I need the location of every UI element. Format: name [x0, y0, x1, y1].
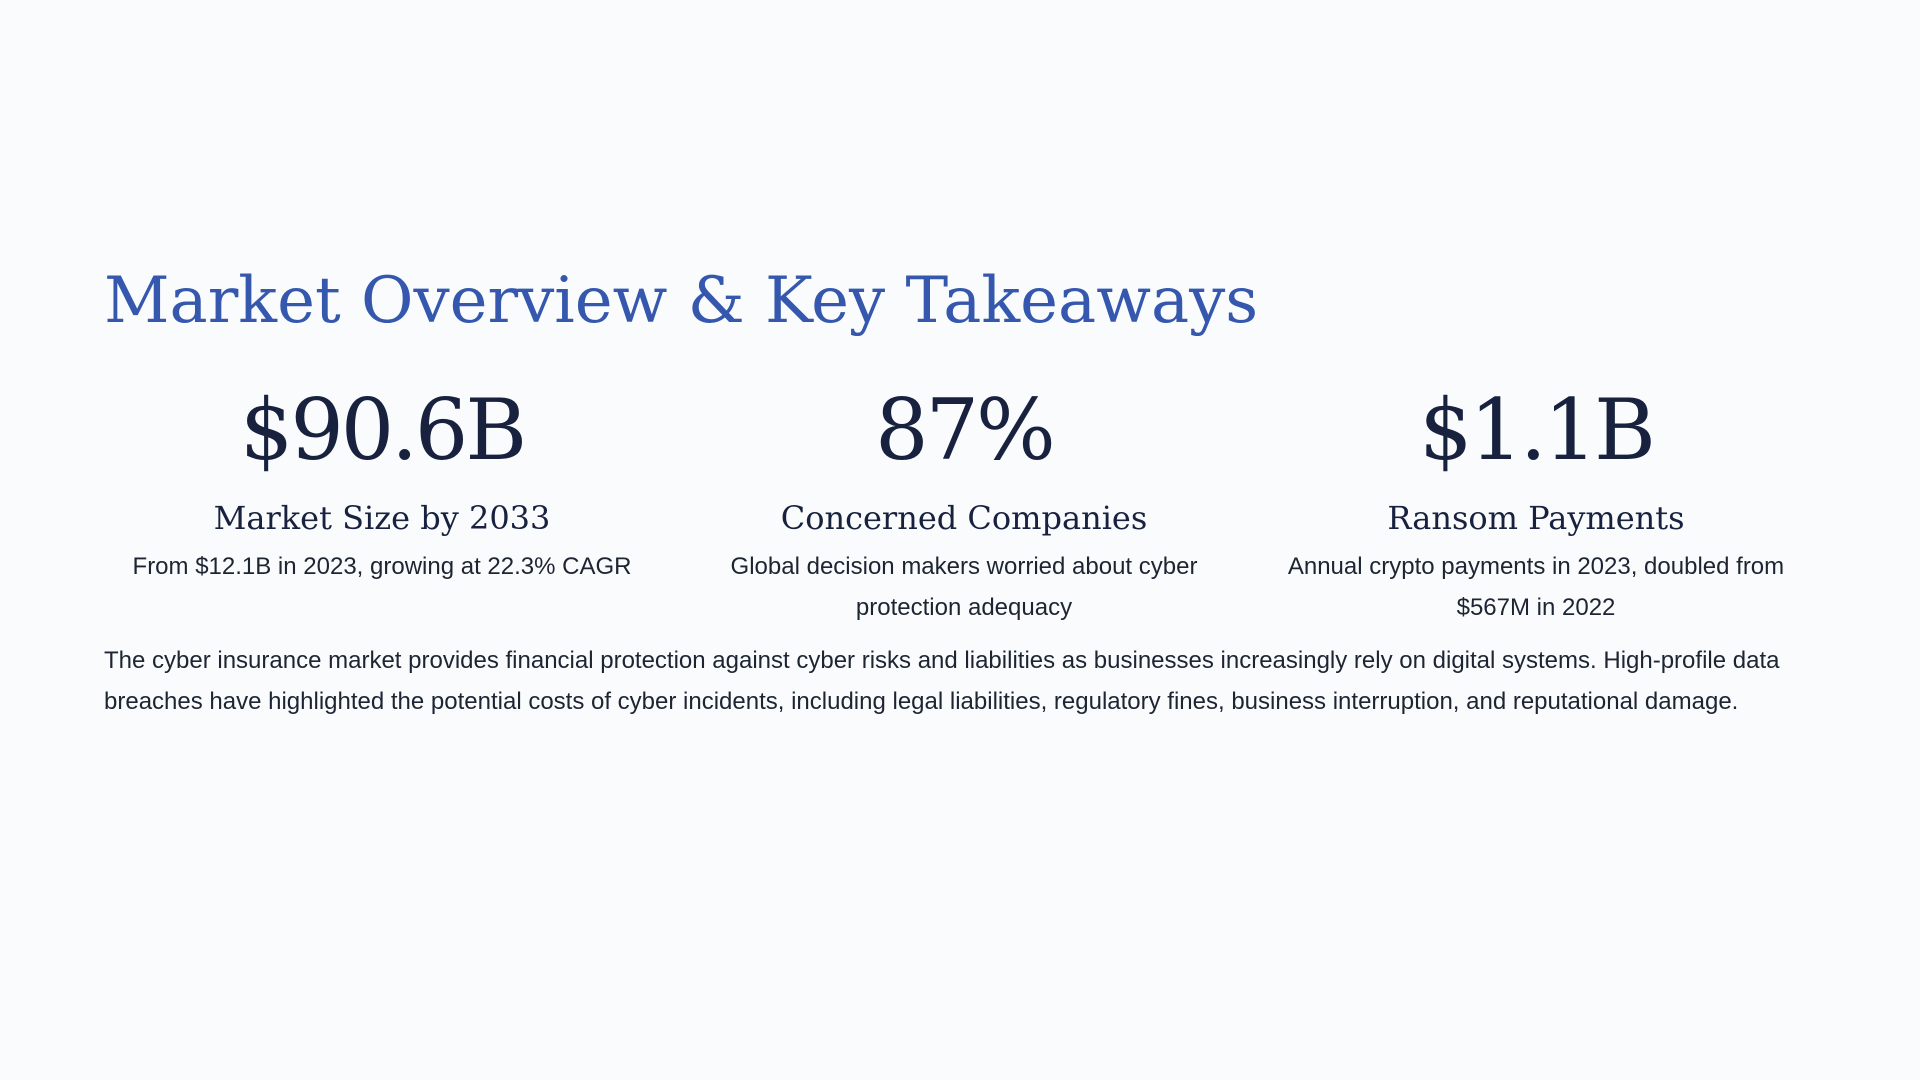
overview-paragraph: The cyber insurance market provides fina… — [104, 647, 1780, 715]
stat-description: From $12.1B in 2023, growing at 22.3% CA… — [132, 553, 632, 580]
stat-label: Concerned Companies — [780, 499, 1148, 537]
stat-value: $1.1B — [1419, 381, 1656, 479]
stat-description: Annual crypto payments in 2023, doubled … — [1287, 553, 1785, 621]
stat-description: Global decision makers worried about cyb… — [730, 553, 1198, 621]
stat-concerned-companies: 87% Concerned Companies Global decision … — [684, 380, 1244, 628]
stat-ransom-payments: $1.1B Ransom Payments Annual crypto paym… — [1256, 380, 1816, 628]
stat-value: $90.6B — [239, 381, 527, 479]
stat-value: 87% — [875, 381, 1056, 479]
stat-label: Ransom Payments — [1387, 499, 1685, 537]
page-title: Market Overview & Key Takeaways — [104, 264, 1259, 338]
stat-market-size: $90.6B Market Size by 2033 From $12.1B i… — [0, 380, 760, 587]
stat-market-size-inner: $90.6B Market Size by 2033 From $12.1B i… — [112, 380, 652, 587]
stat-label: Market Size by 2033 — [213, 499, 551, 537]
slide-content: Market Overview & Key Takeaways $90.6B M… — [104, 260, 1816, 722]
stats-row: $90.6B Market Size by 2033 From $12.1B i… — [104, 380, 1816, 640]
